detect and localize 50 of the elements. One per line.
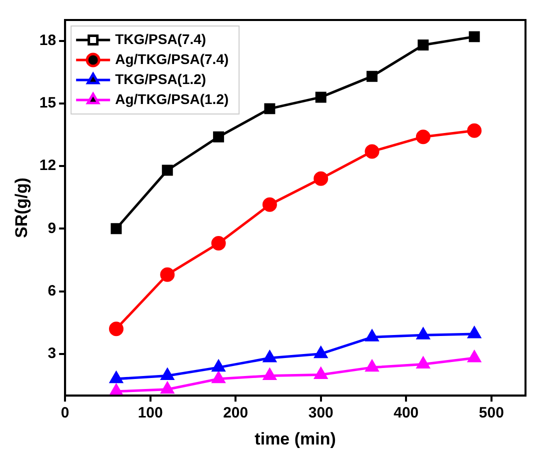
legend-label: TKG/PSA(1.2) (115, 70, 206, 87)
point (110, 372, 123, 384)
point (314, 346, 328, 358)
point (160, 368, 174, 380)
point (162, 164, 173, 176)
y-tick-label: 6 (48, 282, 56, 300)
y-tick-label: 3 (48, 345, 56, 362)
point (467, 123, 482, 138)
point (212, 372, 226, 384)
point (416, 328, 430, 340)
point (364, 144, 380, 159)
y-tick-label: 12 (39, 157, 56, 174)
point (211, 236, 226, 251)
point (416, 130, 430, 144)
point (213, 131, 224, 142)
x-tick-label: 500 (478, 404, 504, 422)
x-tick-label: 0 (60, 404, 70, 422)
legend-label: TKG/PSA(7.4) (115, 30, 206, 47)
point (418, 40, 429, 51)
y-tick-label: 9 (48, 220, 56, 237)
point (264, 103, 276, 114)
point (366, 330, 378, 342)
point (468, 350, 481, 362)
y-axis-title: SR(g/g) (12, 178, 31, 238)
point (416, 357, 430, 369)
x-tick-label: 400 (394, 404, 419, 422)
legend-label: Ag/TKG/PSA(7.4) (115, 50, 229, 67)
point (263, 350, 276, 362)
y-tick-label: 15 (39, 94, 56, 112)
point (468, 31, 480, 42)
point (314, 367, 328, 379)
point (160, 382, 174, 394)
y-tick-label: 18 (39, 32, 56, 50)
point (468, 326, 481, 338)
point (314, 171, 328, 186)
point (366, 360, 378, 372)
point (315, 92, 326, 103)
legend-label: Ag/TKG/PSA(1.2) (115, 90, 229, 107)
x-tick-label: 300 (308, 404, 334, 422)
point (366, 70, 378, 82)
point (160, 267, 175, 282)
point (263, 368, 276, 380)
point (108, 322, 124, 336)
x-tick-label: 200 (223, 404, 248, 422)
point (110, 223, 122, 234)
point (110, 384, 123, 396)
x-tick-label: 100 (138, 404, 163, 422)
point (262, 197, 277, 212)
x-axis-title: time (min) (254, 429, 336, 448)
point (212, 360, 226, 372)
